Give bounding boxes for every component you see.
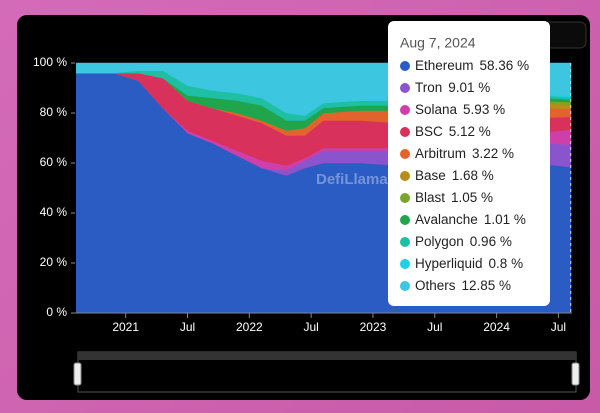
x-tick-label: Jul — [180, 320, 195, 334]
y-tick-label: 20 % — [40, 255, 68, 269]
series-name: Hyperliquid — [415, 256, 483, 271]
series-name: Base — [415, 168, 446, 183]
y-tick-label: 0 % — [46, 305, 67, 319]
tooltip-value: 0.8 % — [489, 256, 524, 271]
y-tick-label: 40 % — [40, 205, 68, 219]
series-name: Avalanche — [415, 212, 478, 227]
y-tick-label: 100 % — [33, 55, 67, 69]
tooltip-row: Solana 5.93 % — [415, 102, 505, 117]
tooltip-value: 58.36 % — [480, 58, 530, 73]
tooltip-marker — [400, 83, 410, 93]
tooltip-value: 1.68 % — [452, 168, 494, 183]
x-tick-label: Jul — [427, 320, 442, 334]
watermark: DefiLlama — [316, 171, 388, 188]
tooltip-value: 0.96 % — [470, 234, 512, 249]
tooltip-row: Others 12.85 % — [415, 278, 511, 293]
y-tick-label: 80 % — [40, 105, 68, 119]
tooltip-row: Ethereum 58.36 % — [415, 58, 529, 73]
tooltip-row: Blast 1.05 % — [415, 190, 493, 205]
tooltip-value: 9.01 % — [448, 80, 490, 95]
tooltip-value: 5.12 % — [449, 124, 491, 139]
x-tick-label: 2023 — [360, 320, 387, 334]
tooltip-row: Tron 9.01 % — [415, 80, 490, 95]
tooltip-marker — [400, 171, 410, 181]
tooltip-row: Polygon 0.96 % — [415, 234, 512, 249]
tooltip-row: BSC 5.12 % — [415, 124, 491, 139]
slider-bar[interactable] — [78, 352, 576, 360]
slider-handle-left[interactable] — [73, 362, 82, 386]
tooltip-marker — [400, 105, 410, 115]
tooltip-row: Base 1.68 % — [415, 168, 494, 183]
x-tick-label: 2021 — [112, 320, 139, 334]
tooltip-marker — [400, 281, 410, 291]
tooltip — [388, 21, 550, 306]
tooltip-row: Avalanche 1.01 % — [415, 212, 526, 227]
tooltip-value: 1.05 % — [451, 190, 493, 205]
tooltip-marker — [400, 149, 410, 159]
slider-handle-right[interactable] — [571, 362, 580, 386]
x-tick-label: Jul — [551, 320, 566, 334]
series-name: Ethereum — [415, 58, 474, 73]
tooltip-marker — [400, 259, 410, 269]
tooltip-row: Arbitrum 3.22 % — [415, 146, 514, 161]
tooltip-value: 1.01 % — [484, 212, 526, 227]
series-name: Arbitrum — [415, 146, 466, 161]
tooltip-date: Aug 7, 2024 — [400, 35, 476, 51]
tooltip-value: 12.85 % — [462, 278, 512, 293]
x-tick-label: 2022 — [236, 320, 263, 334]
series-name: BSC — [415, 124, 443, 139]
tooltip-value: 5.93 % — [463, 102, 505, 117]
series-name: Others — [415, 278, 456, 293]
tooltip-marker — [400, 215, 410, 225]
series-name: Tron — [415, 80, 442, 95]
tooltip-marker — [400, 61, 410, 71]
series-name: Blast — [415, 190, 445, 205]
x-tick-label: 2024 — [483, 320, 510, 334]
y-tick-label: 60 % — [40, 155, 68, 169]
tooltip-row: Hyperliquid 0.8 % — [415, 256, 523, 271]
series-name: Polygon — [415, 234, 464, 249]
x-tick-label: Jul — [303, 320, 318, 334]
tooltip-value: 3.22 % — [472, 146, 514, 161]
series-name: Solana — [415, 102, 458, 117]
tooltip-marker — [400, 127, 410, 137]
tooltip-marker — [400, 193, 410, 203]
tooltip-marker — [400, 237, 410, 247]
tooltip-items: Ethereum 58.36 % Tron 9.01 % Solana 5.93 % BSC… — [400, 58, 529, 293]
